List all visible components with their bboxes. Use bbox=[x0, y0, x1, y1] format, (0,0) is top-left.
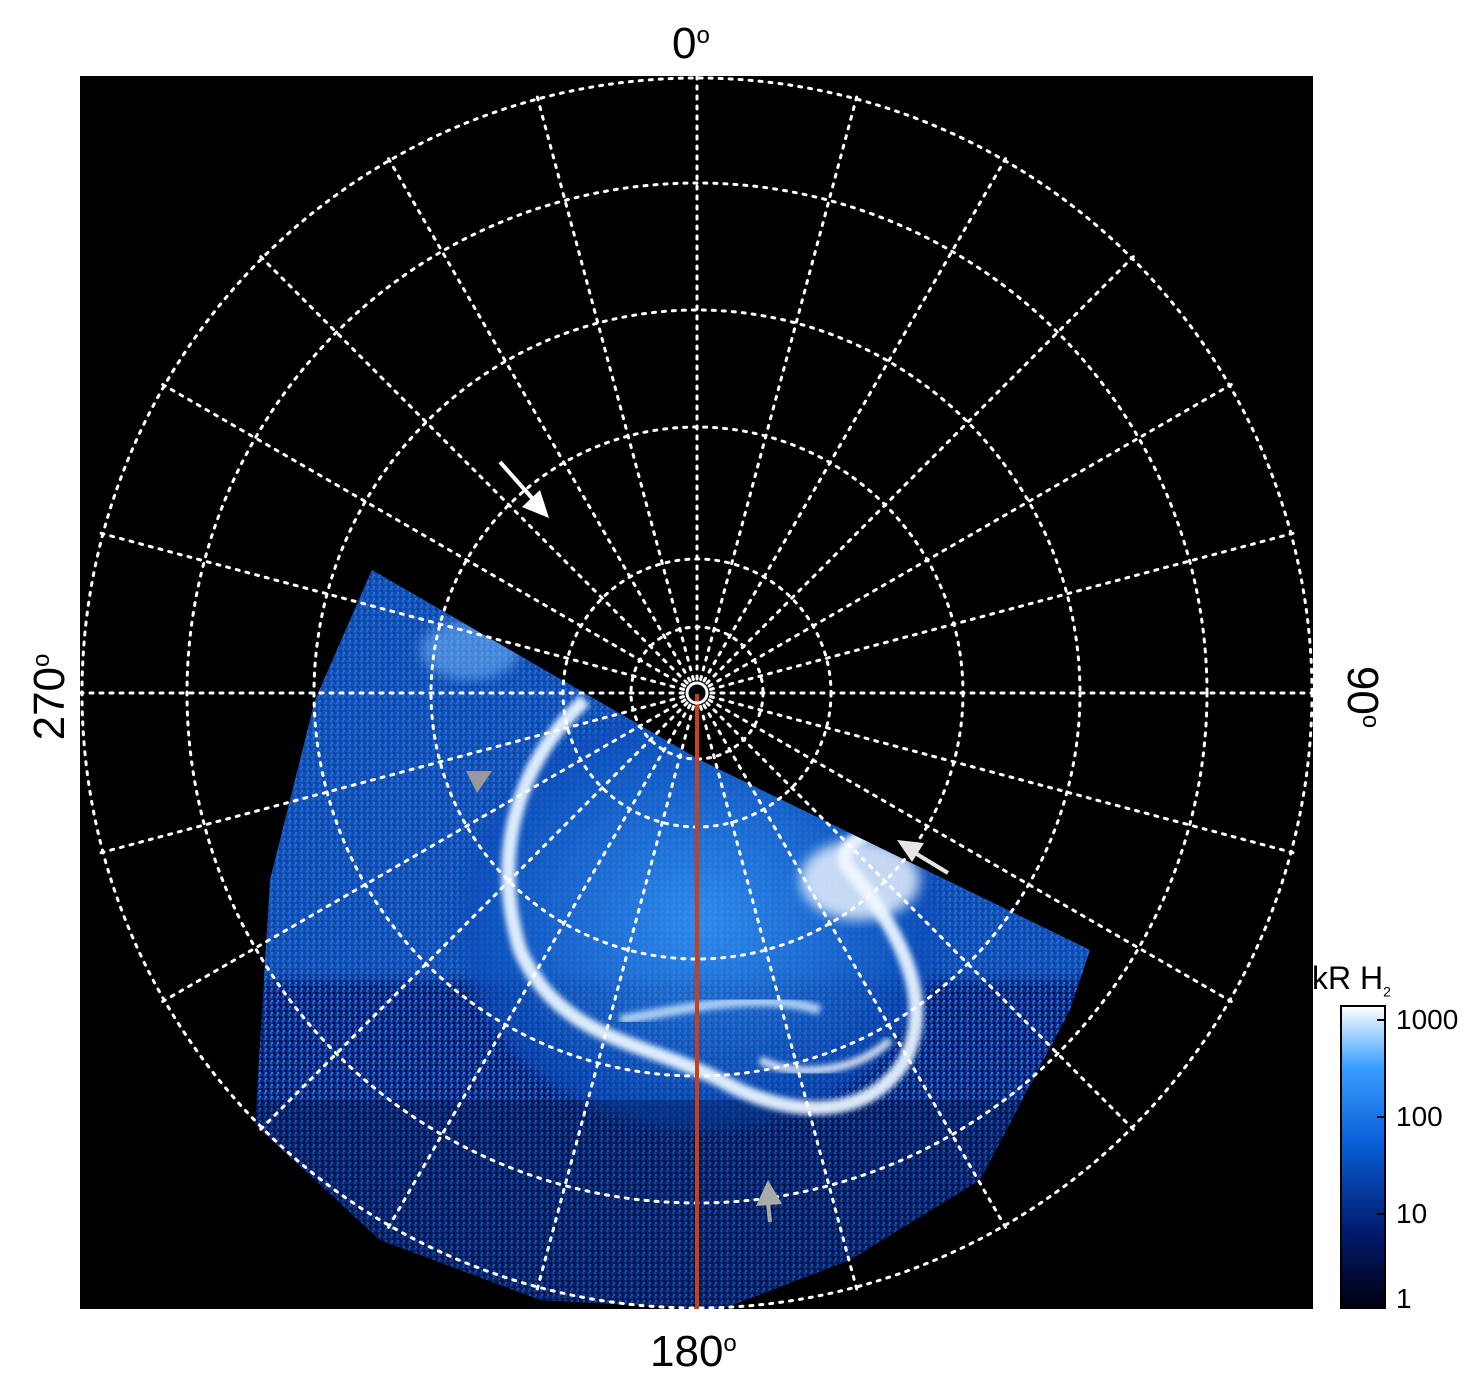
colorbar-tick-10: 10 bbox=[1396, 1198, 1428, 1229]
longitude-label-270: 270o bbox=[25, 653, 74, 741]
longitude-label-0: 0o bbox=[672, 19, 710, 68]
grid-spoke bbox=[702, 154, 1009, 683]
arrow-annotation-white bbox=[498, 460, 549, 518]
grid-spoke bbox=[705, 253, 1137, 685]
grid-spoke bbox=[707, 381, 1236, 688]
grid-spoke bbox=[535, 705, 695, 1294]
grid-spoke bbox=[699, 705, 859, 1294]
colorbar-tick-1000: 1000 bbox=[1396, 1004, 1459, 1035]
grid-spoke bbox=[709, 531, 1298, 691]
longitude-label-180: 180o bbox=[650, 1327, 737, 1376]
longitude-label-90: 90o bbox=[1338, 665, 1387, 729]
grid-spoke bbox=[699, 92, 859, 681]
colorbar-ticks bbox=[1377, 1019, 1385, 1215]
grid-spoke bbox=[705, 701, 1137, 1133]
grid-spoke bbox=[385, 703, 692, 1232]
grid-spoke bbox=[96, 531, 685, 691]
colorbar-tick-1: 1 bbox=[1396, 1283, 1412, 1314]
grid-spoke bbox=[709, 695, 1298, 855]
grid-spoke bbox=[707, 698, 1236, 1005]
grid-spoke bbox=[535, 92, 695, 681]
pole-marker bbox=[685, 681, 709, 705]
arrow-annotation-gray-bottom bbox=[756, 1180, 782, 1223]
colorbar bbox=[1340, 1005, 1386, 1309]
colorbar-title: kR H2 bbox=[1312, 960, 1391, 1000]
grid-spoke bbox=[96, 695, 685, 855]
grid-spoke bbox=[158, 698, 687, 1005]
colorbar-tick-100: 100 bbox=[1396, 1101, 1443, 1132]
grid-spoke bbox=[257, 701, 689, 1133]
arrow-annotation-gray-left bbox=[466, 771, 492, 793]
polar-grid bbox=[80, 76, 1313, 1309]
grid-spoke bbox=[158, 381, 687, 688]
grid-spoke bbox=[257, 253, 689, 685]
grid-spoke bbox=[385, 154, 692, 683]
grid-spoke bbox=[702, 703, 1009, 1232]
arrow-annotation-right bbox=[897, 840, 950, 875]
